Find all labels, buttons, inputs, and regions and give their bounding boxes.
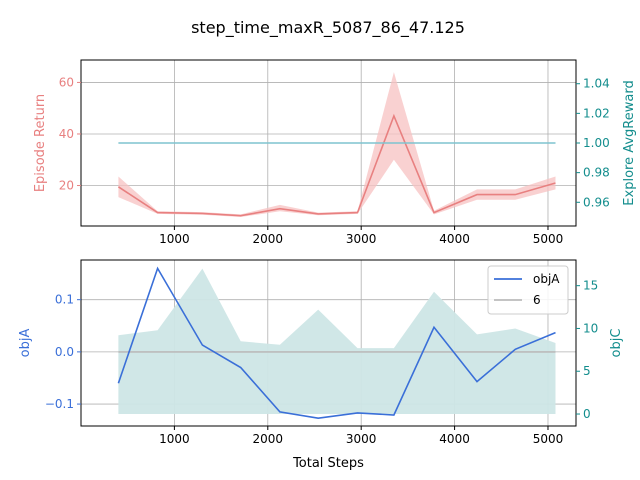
right-axis-label: Explore AvgReward: [622, 80, 637, 205]
left-axis-label: objA: [18, 329, 33, 358]
x-tick-label: 5000: [533, 432, 564, 446]
right-y-tick-label: 0.98: [583, 166, 610, 180]
right-y-tick-label: 1.04: [583, 77, 610, 91]
left-y-tick-label: 0.0: [55, 345, 74, 359]
right-y-tick-label: 10: [583, 321, 598, 335]
right-axis-label: objC: [609, 329, 624, 358]
right-y-tick-label: 0: [583, 407, 591, 421]
right-y-tick-label: 1.00: [583, 136, 610, 150]
x-tick-label: 1000: [159, 232, 190, 246]
left-axis-label: Episode Return: [33, 94, 48, 192]
right-y-tick-label: 0.96: [583, 195, 610, 209]
top-panel: 1000 2000 3000 4000 5000 20 40 60 0.96 0.98 1.00 1.…: [33, 59, 637, 246]
series-band: [118, 268, 556, 414]
plot-frame: [80, 259, 577, 427]
x-tick-label: 4000: [439, 432, 470, 446]
x-tick-label: 1000: [159, 432, 190, 446]
series-line: [117, 266, 556, 420]
left-y-tick-label: 20: [59, 179, 74, 193]
x-tick-label: 3000: [346, 432, 377, 446]
legend-label: objA: [533, 272, 560, 286]
left-y-tick-label: −0.1: [45, 397, 74, 411]
figure-title: step_time_maxR_5087_86_47.125: [191, 18, 465, 38]
right-y-tick-label: 5: [583, 364, 591, 378]
x-tick-label: 2000: [253, 432, 284, 446]
left-y-tick-label: 0.1: [55, 293, 74, 307]
right-y-tick-label: 15: [583, 279, 598, 293]
x-axis-label: Total Steps: [292, 456, 364, 471]
bottom-panel: 1000 2000 3000 4000 5000 0.1 0.0 −0.1 0 5 10 15 objA…: [18, 259, 624, 471]
legend-box: [487, 265, 569, 315]
left-y-tick-label: 60: [59, 75, 74, 89]
x-tick-label: 3000: [346, 232, 377, 246]
x-tick-label: 5000: [533, 232, 564, 246]
x-tick-label: 2000: [253, 232, 284, 246]
x-tick-label: 4000: [439, 232, 470, 246]
left-y-tick-label: 40: [59, 127, 74, 141]
series-line: [117, 113, 556, 217]
right-y-tick-label: 1.02: [583, 106, 610, 120]
legend-label: 6: [533, 293, 541, 307]
